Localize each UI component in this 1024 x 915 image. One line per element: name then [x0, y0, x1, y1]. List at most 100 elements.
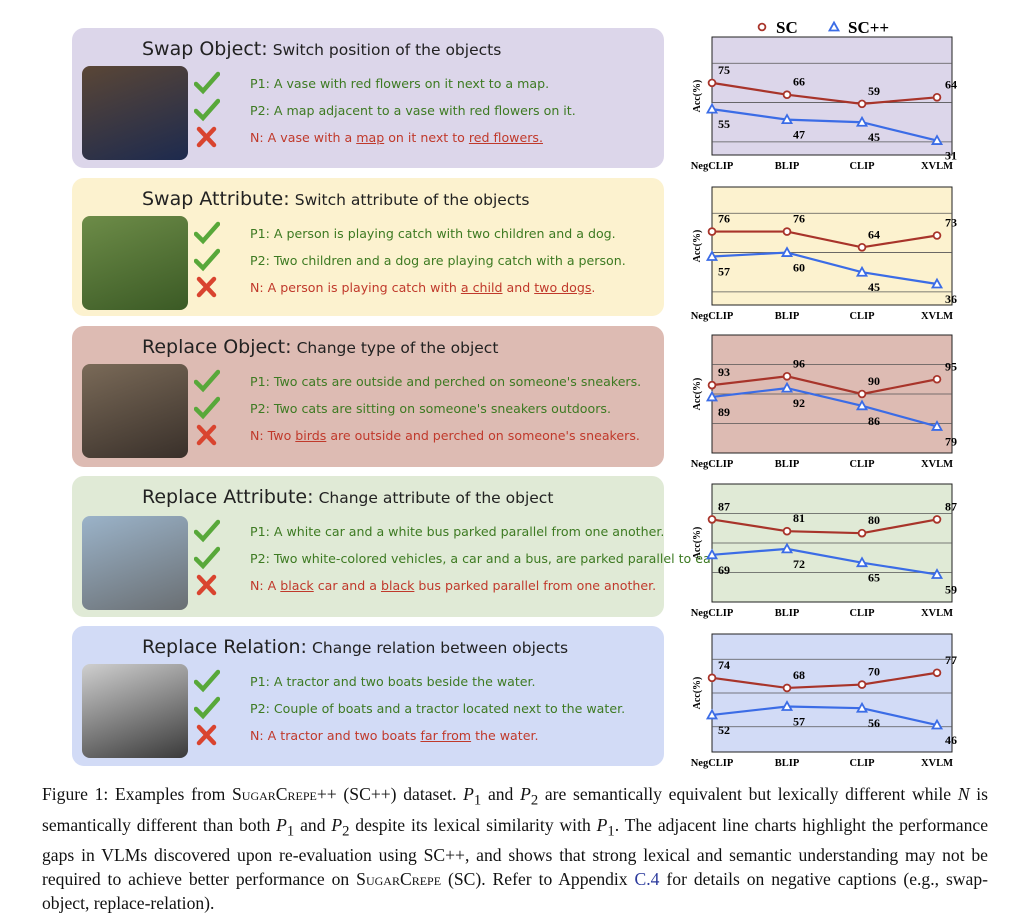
negative-caption: N: Two birds are outside and perched on …	[250, 428, 640, 443]
value-label: 68	[793, 668, 805, 682]
example-image	[82, 516, 188, 610]
marker	[932, 515, 942, 524]
value-label: 69	[718, 563, 730, 577]
marker	[780, 246, 794, 257]
panel-title: Swap Object: Switch position of the obje…	[142, 38, 501, 60]
value-label: 45	[868, 280, 880, 294]
y-axis-label: Acc(%)	[692, 80, 703, 113]
value-label: 56	[868, 716, 880, 730]
caption-text: (SC++) dataset.	[336, 784, 464, 804]
line	[712, 230, 938, 249]
y-axis-label: Acc(%)	[692, 230, 703, 263]
positive-caption: P1: Two cats are outside and perched on …	[250, 374, 642, 389]
panel-title: Replace Object: Change type of the objec…	[142, 336, 498, 358]
check-icon	[194, 98, 220, 122]
x-tick-label: NegCLIP	[691, 758, 734, 769]
panel: Replace Relation: Change relation betwee…	[72, 626, 664, 766]
x-tick-label: NegCLIP	[691, 161, 734, 172]
caption-text: N	[957, 784, 970, 804]
x-tick-label: XVLM	[921, 459, 953, 470]
marker	[857, 528, 867, 538]
check-icon	[194, 71, 220, 95]
caption-text: SugarCrepe	[356, 869, 442, 890]
caption-segment: N: Two	[250, 428, 296, 443]
check-icon	[194, 248, 220, 272]
value-label: 74	[718, 658, 730, 672]
line	[711, 671, 938, 690]
caption-text: P	[596, 814, 608, 835]
x-tick-label: BLIP	[775, 608, 800, 619]
marker	[857, 243, 867, 252]
marker	[855, 556, 869, 568]
marker	[780, 700, 794, 711]
x-tick-label: NegCLIP	[691, 459, 734, 470]
marker	[780, 113, 794, 124]
marker	[705, 102, 719, 114]
value-label: 87	[945, 499, 957, 513]
value-label: 96	[793, 356, 805, 370]
marker	[932, 374, 942, 384]
value-label: 52	[718, 723, 730, 737]
negative-caption: N: A tractor and two boats far from the …	[250, 728, 538, 743]
x-tick-label: BLIP	[775, 161, 800, 172]
caption-text: 1	[607, 823, 615, 840]
legend-label: SC++	[848, 18, 889, 37]
negative-caption: N: A person is playing catch with a chil…	[250, 280, 595, 295]
panel-title: Replace Relation: Change relation betwee…	[142, 636, 568, 658]
check-icon	[194, 369, 220, 393]
title-sub: Change attribute of the object	[318, 489, 554, 507]
title-main: Replace Attribute:	[142, 486, 314, 508]
marker	[827, 20, 841, 32]
plot-area	[711, 186, 953, 306]
x-tick-label: BLIP	[775, 311, 800, 322]
line	[711, 108, 938, 142]
marker	[707, 227, 717, 236]
value-label: 70	[868, 665, 880, 679]
marker	[857, 99, 867, 109]
title-main: Replace Relation:	[142, 636, 307, 658]
marker	[705, 548, 719, 560]
positive-caption: P2: Couple of boats and a tractor locate…	[250, 701, 626, 716]
caption-segment: two dogs	[534, 280, 592, 295]
example-image	[82, 66, 188, 160]
title-sub: Change type of the object	[296, 339, 499, 357]
caption: Figure 1: Examples from SugarCrepe++ (SC…	[42, 782, 988, 915]
title-main: Swap Object:	[142, 38, 268, 60]
x-tick-label: CLIP	[849, 459, 875, 470]
marker	[930, 568, 944, 579]
line	[711, 81, 938, 105]
x-tick-label: CLIP	[849, 758, 875, 769]
x-tick-label: BLIP	[775, 758, 800, 769]
marker	[707, 78, 717, 88]
caption-segment: a child	[460, 280, 503, 295]
value-label: 89	[718, 405, 730, 419]
value-label: 65	[868, 571, 880, 585]
line	[711, 705, 938, 727]
caption-text: . The adjacent line charts highlight the…	[42, 814, 989, 890]
title-main: Swap Attribute:	[142, 188, 290, 210]
caption-text: P	[463, 784, 474, 804]
caption-segment: N: A	[250, 578, 281, 593]
value-label: 72	[793, 557, 805, 571]
x-tick-label: XVLM	[921, 608, 953, 619]
caption-segment: far from	[420, 728, 472, 743]
cross-icon	[196, 126, 217, 148]
value-label: 46	[945, 733, 957, 747]
line	[711, 386, 938, 428]
caption-segment: black	[280, 578, 314, 593]
panel: Replace Object: Change type of the objec…	[72, 326, 664, 467]
value-label: 87	[718, 499, 730, 513]
marker	[707, 673, 717, 683]
caption-segment: N: A person is playing catch with	[250, 280, 461, 295]
x-tick-label: NegCLIP	[691, 311, 734, 322]
title-sub: Switch position of the objects	[272, 41, 502, 59]
marker	[705, 250, 719, 261]
y-axis-label: Acc(%)	[692, 527, 703, 560]
negative-caption: N: A vase with a map on it next to red f…	[250, 130, 543, 145]
marker	[930, 134, 944, 145]
check-icon	[194, 519, 220, 543]
caption-segment: on it next to	[384, 130, 469, 145]
panel: Replace Attribute: Change attribute of t…	[72, 476, 766, 617]
marker	[932, 231, 942, 240]
caption-text: 2	[342, 823, 350, 840]
